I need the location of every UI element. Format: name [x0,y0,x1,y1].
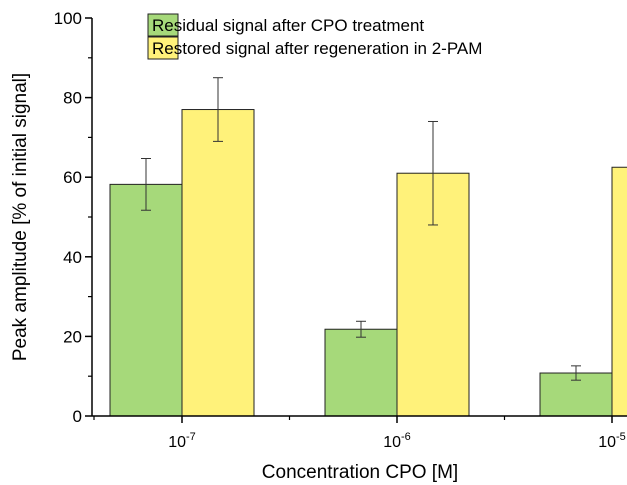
bar-restored [611,166,627,417]
x-ticks: 10-7 10-6 10-5 [93,416,626,451]
y-tick-label: 0 [73,407,82,426]
x-tick-base: 10 [383,434,401,451]
y-ticks: 0 20 40 60 80 100 [54,9,92,426]
bar-residual [109,183,183,417]
legend-label: Residual signal after CPO treatment [152,16,424,35]
legend-swatch [147,36,179,60]
y-tick-label: 60 [63,168,82,187]
bar-restored [181,109,255,417]
legend-swatch [147,13,179,37]
y-tick-label: 20 [63,327,82,346]
x-tick-label: 10-6 [383,431,411,451]
x-tick-exponent: -6 [401,431,411,443]
x-tick-label: 10-5 [598,431,626,451]
y-axis-label: Peak amplitude [% of initial signal] [10,73,31,361]
x-tick-base: 10 [598,434,616,451]
legend-label: Restored signal after regeneration in 2-… [152,39,482,58]
bars-layer [109,109,627,417]
x-tick-exponent: -7 [186,431,196,443]
y-tick-label: 80 [63,89,82,108]
y-tick-label: 40 [63,248,82,267]
x-tick-label: 10-7 [168,431,196,451]
legend: Residual signal after CPO treatment Resto… [147,13,482,60]
error-bars-layer [141,77,581,381]
x-tick-exponent: -5 [616,431,626,443]
x-tick-base: 10 [168,434,186,451]
y-tick-label: 100 [54,9,82,28]
bar-residual [324,328,398,417]
x-axis-label: Concentration CPO [M] [262,462,458,483]
